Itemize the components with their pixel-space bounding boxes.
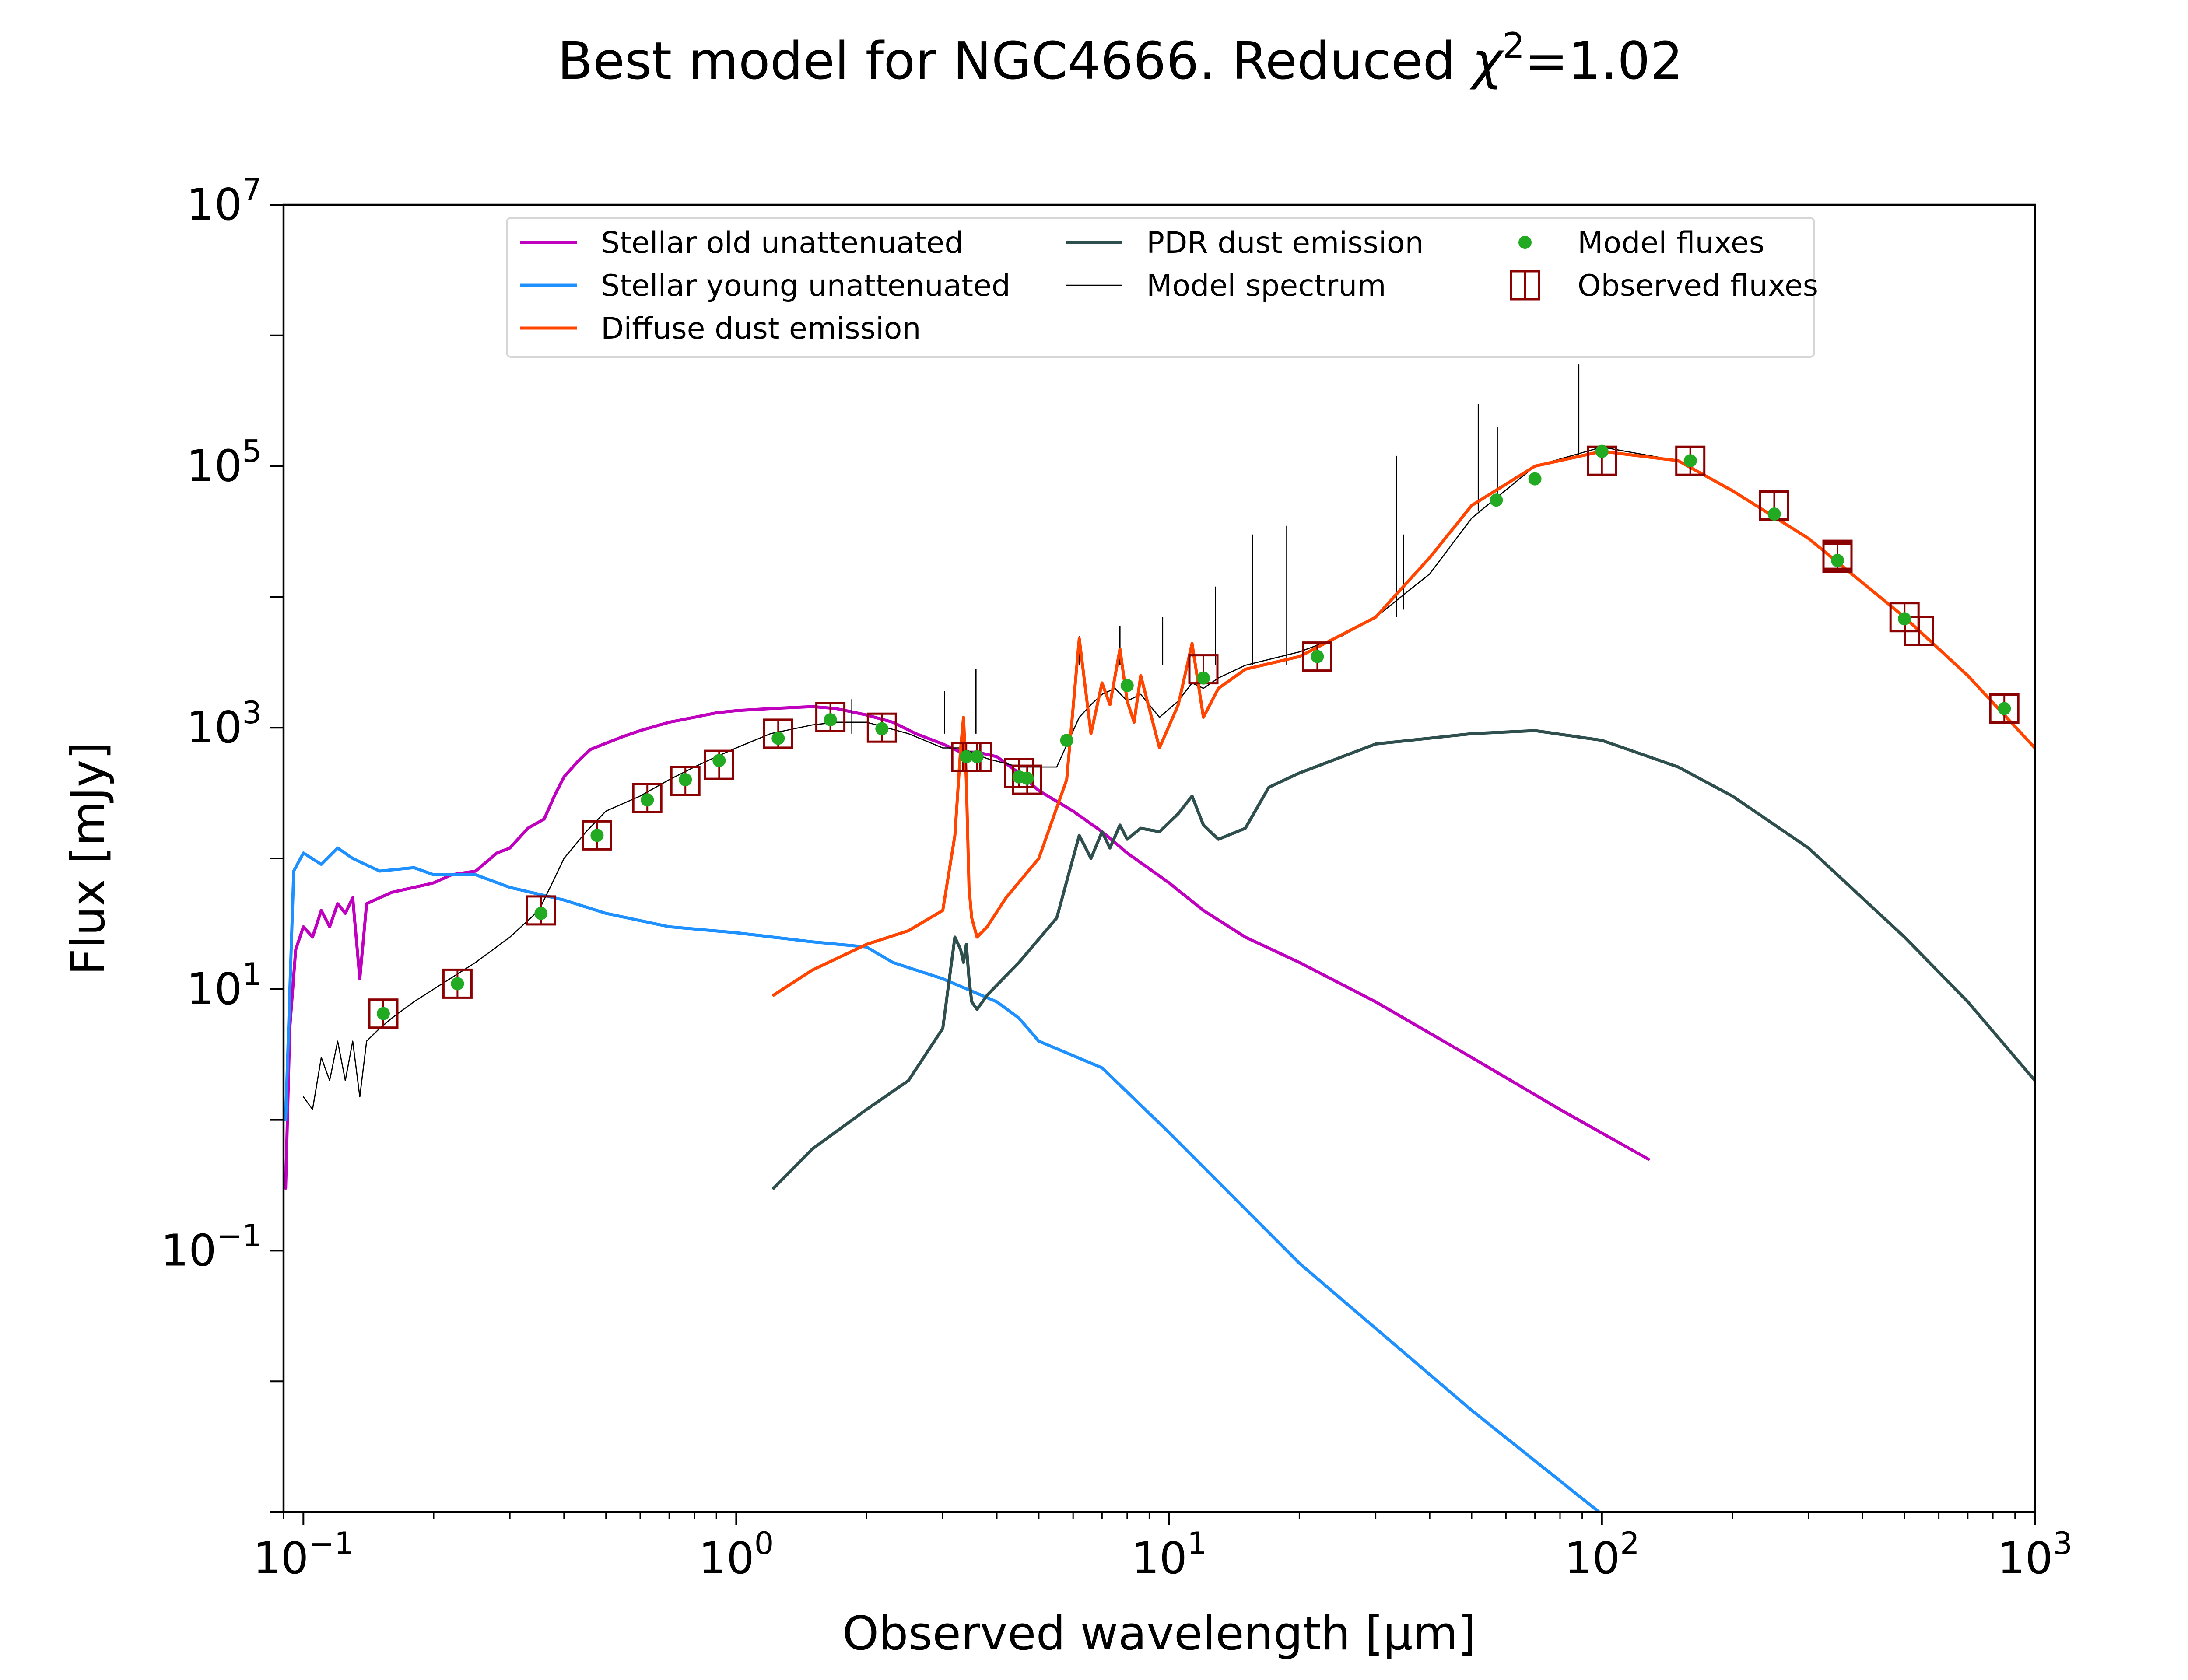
x-tick-label: 102 — [1564, 1526, 1640, 1584]
model-flux-point — [451, 977, 464, 990]
model-flux-point — [1595, 444, 1609, 458]
model-flux-point — [970, 750, 984, 763]
model-flux-point — [1311, 650, 1324, 663]
model-flux-point — [1898, 612, 1911, 626]
legend-frame — [506, 217, 1815, 358]
model-flux-point — [641, 793, 654, 807]
series-young — [284, 846, 1602, 1512]
model-flux-point — [712, 754, 726, 767]
series-layer — [284, 364, 2035, 1512]
axes-layer: 10−1 100 101 102 103 10−1 101 103 105 107 — [161, 172, 2072, 1584]
model-flux-point — [1120, 679, 1134, 692]
legend-label-pdr: PDR dust emission — [1147, 226, 1424, 260]
chart-title-chi: χ — [1469, 31, 1504, 91]
model-flux-point — [771, 732, 785, 745]
y-tick-label: 105 — [186, 434, 262, 492]
model-flux-point — [534, 906, 548, 920]
legend-label-diffuse: Diffuse dust emission — [601, 312, 921, 346]
model-flux-point — [590, 829, 604, 842]
model-flux-point — [875, 722, 889, 735]
model-flux-point — [1060, 734, 1073, 747]
model-flux-point — [1831, 554, 1844, 567]
series-pdr — [772, 729, 2035, 1190]
legend-label-old: Stellar old unattenuated — [601, 226, 964, 260]
x-tick-label: 103 — [1997, 1526, 2072, 1584]
legend: Stellar old unattenuated Stellar young un… — [506, 217, 1818, 358]
y-tick-label: 103 — [186, 695, 262, 753]
legend-label-young: Stellar young unattenuated — [601, 269, 1010, 303]
y-axis-label: Flux [mJy] — [61, 742, 115, 975]
series-diffuse — [772, 450, 2035, 997]
model-flux-point — [1998, 702, 2011, 715]
legend-label-observed_fluxes: Observed fluxes — [1578, 269, 1818, 303]
chart-title-sup: 2 — [1503, 25, 1525, 66]
x-tick-label: 101 — [1132, 1526, 1207, 1584]
chart-title-prefix: Best model for NGC4666. Reduced — [558, 31, 1472, 91]
model-flux-point — [679, 773, 692, 787]
model-flux-point — [1020, 771, 1034, 785]
model-flux-point — [1490, 494, 1503, 507]
model-flux-point — [1767, 508, 1781, 521]
y-tick-label: 10−1 — [161, 1218, 262, 1276]
legend-label-model_spectrum: Model spectrum — [1147, 269, 1386, 303]
legend-swatch-model_fluxes — [1518, 236, 1532, 249]
model-flux-point — [1528, 472, 1542, 486]
legend-label-model_fluxes: Model fluxes — [1578, 226, 1764, 260]
y-tick-label: 107 — [186, 172, 262, 230]
model-flux-point — [377, 1007, 390, 1020]
y-tick-label: 101 — [186, 956, 262, 1015]
model-flux-point — [1683, 454, 1697, 468]
model-flux-point — [960, 750, 973, 763]
model-flux-point — [824, 713, 837, 727]
model-flux-point — [1197, 671, 1210, 685]
chart-title: Best model for NGC4666. Reduced χ2=1.02 — [558, 25, 1683, 91]
series-old — [284, 705, 1650, 1190]
x-axis-label: Observed wavelength [μm] — [842, 1606, 1476, 1660]
chart-title-suffix: =1.02 — [1525, 31, 1683, 91]
x-tick-label: 10−1 — [253, 1526, 354, 1584]
x-tick-label: 100 — [699, 1526, 774, 1584]
points-layer — [368, 444, 2020, 1029]
